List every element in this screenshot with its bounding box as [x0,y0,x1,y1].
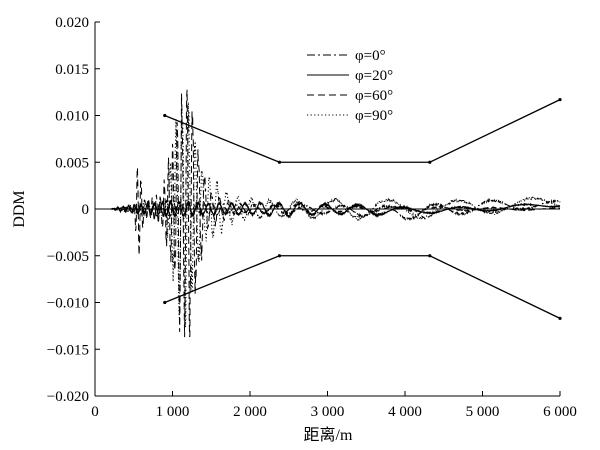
limit-lines [163,98,562,320]
legend-label: φ=60° [355,88,393,104]
series-3-line [110,102,561,328]
series-2-line [110,89,561,338]
x-tick-label: 2 000 [233,404,267,420]
y-tick-label: 0.005 [55,155,89,171]
lower-limit-point [558,316,562,320]
upper-limit-point [428,160,432,164]
lower-limit-point [428,254,432,258]
y-tick-label: 0.010 [55,109,89,125]
x-tick-label: 6 000 [543,404,577,420]
legend-label: φ=20° [355,68,393,84]
y-tick-label: 0.015 [55,62,89,78]
y-tick-label: 0.020 [55,15,89,31]
x-tick-label: 5 000 [466,404,500,420]
y-tick-label: −0.020 [47,389,89,405]
y-tick-label: 0 [82,202,90,218]
upper-limit-line [164,99,561,163]
y-tick-label: −0.005 [47,249,89,265]
upper-limit-point [558,98,562,102]
upper-limit-point [277,160,282,164]
x-tick-label: 1 000 [156,404,190,420]
y-tick-label: −0.015 [47,342,89,358]
lower-limit-point [163,300,167,305]
x-tick-label: 3 000 [311,404,345,420]
x-axis-label: 距离/m [304,426,353,444]
tick-labels: 0.020 0.015 0.010 0.005 0 −0.005 −0.010 −0.015 −… [47,15,577,420]
legend-label: φ=0° [355,48,386,64]
upper-limit-point [163,113,167,118]
lower-limit-line [164,255,561,319]
legend: φ=0° φ=20° φ=60° φ=90° [307,48,393,124]
x-tick-label: 0 [91,404,99,420]
legend-label: φ=90° [355,108,393,124]
lower-limit-point [277,254,282,258]
x-tick-label: 4 000 [388,404,422,420]
y-axis-label: DDM [11,190,28,227]
y-tick-label: −0.010 [47,296,89,312]
series-lines [110,89,561,338]
